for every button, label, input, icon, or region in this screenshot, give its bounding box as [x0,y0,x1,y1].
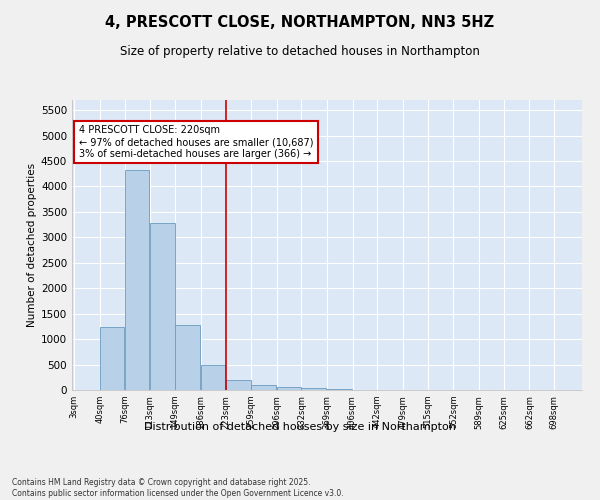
Text: 4 PRESCOTT CLOSE: 220sqm
← 97% of detached houses are smaller (10,687)
3% of sem: 4 PRESCOTT CLOSE: 220sqm ← 97% of detach… [79,126,313,158]
Bar [175,326,199,390]
Text: 4, PRESCOTT CLOSE, NORTHAMPTON, NN3 5HZ: 4, PRESCOTT CLOSE, NORTHAMPTON, NN3 5HZ [106,15,494,30]
Bar [150,222,175,390]
Bar [251,385,275,390]
Bar [125,170,149,390]
Bar [200,365,225,390]
Text: Contains HM Land Registry data © Crown copyright and database right 2025.
Contai: Contains HM Land Registry data © Crown c… [12,478,344,498]
Text: Size of property relative to detached houses in Northampton: Size of property relative to detached ho… [120,45,480,58]
Text: Distribution of detached houses by size in Northampton: Distribution of detached houses by size … [144,422,456,432]
Bar [100,328,124,390]
Bar [226,380,251,390]
Bar [301,388,326,390]
Y-axis label: Number of detached properties: Number of detached properties [27,163,37,327]
Bar [277,387,301,390]
